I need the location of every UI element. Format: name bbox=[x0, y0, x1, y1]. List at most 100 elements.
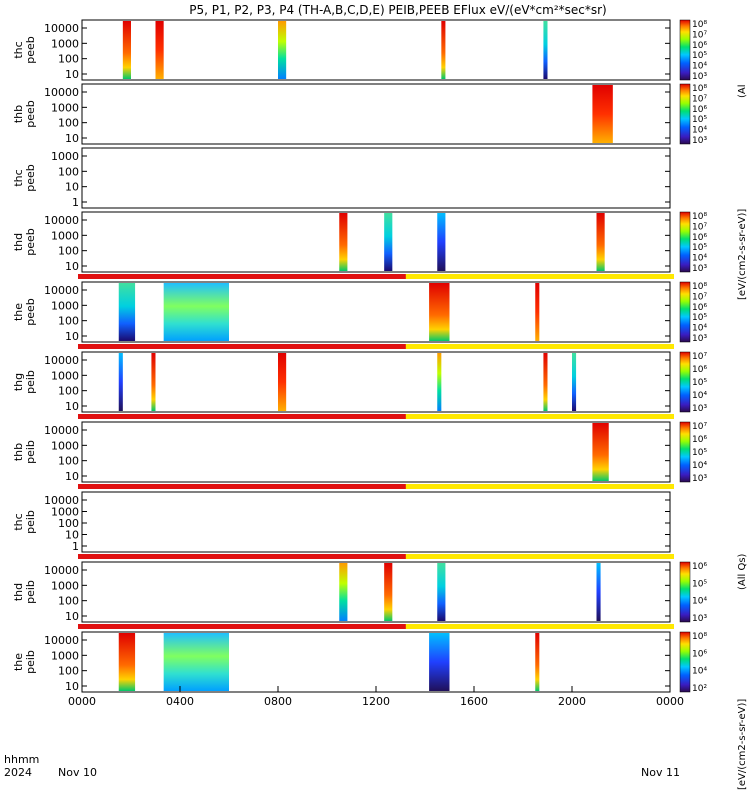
y-axis-label-product: peeb bbox=[24, 164, 37, 192]
figure-title: P5, P1, P2, P3, P4 (TH-A,B,C,D,E) PEIB,P… bbox=[189, 3, 606, 17]
unit-label-upper: [eV/(cm2-s-sr-eV)] bbox=[737, 209, 748, 300]
data-burst bbox=[118, 283, 136, 341]
colorbar-tick-label: 10⁶ bbox=[692, 365, 707, 375]
plot-frame bbox=[81, 491, 671, 553]
data-burst bbox=[384, 563, 393, 621]
colorbar-tick-label: 10³ bbox=[692, 264, 707, 274]
y-tick-label: 10000 bbox=[44, 86, 79, 99]
colorbar-tick-label: 10³ bbox=[692, 334, 707, 344]
data-burst bbox=[543, 353, 548, 411]
quality-flag-segment bbox=[78, 344, 406, 349]
y-axis-label-probe: thc bbox=[12, 169, 25, 186]
data-burst bbox=[339, 213, 348, 271]
y-axis-label-product: peib bbox=[24, 510, 37, 534]
y-tick-label: 1000 bbox=[51, 299, 79, 312]
y-tick-label: 1000 bbox=[51, 37, 79, 50]
colorbar-tick-label: 10⁸ bbox=[692, 212, 707, 222]
colorbar-tick-label: 10⁸ bbox=[692, 84, 707, 94]
colorbar-tick-label: 10⁷ bbox=[692, 222, 707, 232]
y-axis-label-product: peib bbox=[24, 580, 37, 604]
data-burst bbox=[572, 353, 577, 411]
data-burst bbox=[339, 563, 348, 621]
panel-9: 10000 1000 100 10 the peib 10² 10⁴ 10⁶ 10⁸ bbox=[12, 631, 707, 694]
y-tick-label: 10 bbox=[65, 260, 79, 273]
colorbar-tick-label: 10⁶ bbox=[692, 105, 707, 115]
y-tick-label: 10000 bbox=[44, 634, 79, 647]
y-axis-label-product: peib bbox=[24, 370, 37, 394]
y-tick-label: 10000 bbox=[44, 494, 79, 507]
data-burst bbox=[596, 563, 601, 621]
y-tick-label: 10 bbox=[65, 529, 79, 542]
plot-frame bbox=[81, 351, 671, 413]
data-burst bbox=[384, 213, 393, 271]
colorbar-tick-label: 10⁶ bbox=[692, 303, 707, 313]
colorbar bbox=[679, 631, 691, 693]
data-burst bbox=[596, 213, 605, 271]
quality-flag-segment bbox=[78, 554, 406, 559]
y-axis-label-probe: thb bbox=[12, 443, 25, 461]
colorbar bbox=[679, 421, 691, 483]
y-tick-label: 10 bbox=[65, 132, 79, 145]
data-burst bbox=[122, 21, 131, 79]
colorbar-tick-label: 10⁷ bbox=[692, 94, 707, 104]
x-tick-label: 0000 bbox=[656, 695, 684, 708]
colorbar bbox=[679, 561, 691, 623]
y-tick-label: 10000 bbox=[44, 424, 79, 437]
plot-frame bbox=[81, 561, 671, 623]
y-tick-label: 100 bbox=[58, 117, 79, 130]
y-axis-label-probe: thd bbox=[12, 583, 25, 601]
y-tick-label: 10000 bbox=[44, 214, 79, 227]
colorbar-tick-label: 10⁷ bbox=[692, 352, 707, 362]
y-tick-label: 1000 bbox=[51, 579, 79, 592]
y-axis-label-probe: thc bbox=[12, 513, 25, 530]
colorbar bbox=[679, 351, 691, 413]
colorbar-tick-label: 10⁶ bbox=[692, 435, 707, 445]
y-axis-label-probe: thd bbox=[12, 233, 25, 251]
colorbar-tick-label: 10⁴ bbox=[692, 667, 707, 677]
data-burst bbox=[163, 283, 229, 341]
y-axis-label-product: peib bbox=[24, 440, 37, 464]
unit-label-top: (Al bbox=[737, 84, 748, 98]
quality-flag-segment bbox=[78, 484, 406, 489]
y-tick-label: 10 bbox=[65, 181, 79, 194]
colorbar-tick-label: 10⁴ bbox=[692, 62, 707, 72]
y-axis-label-product: peeb bbox=[24, 100, 37, 128]
data-burst bbox=[155, 21, 164, 79]
panel-2: 1000 100 10 1 thc peeb bbox=[12, 147, 671, 209]
y-axis-label-probe: thb bbox=[12, 105, 25, 123]
y-tick-label: 10000 bbox=[44, 564, 79, 577]
x-tick-label: 2000 bbox=[558, 695, 586, 708]
y-tick-label: 1 bbox=[72, 540, 79, 553]
y-tick-label: 10000 bbox=[44, 22, 79, 35]
y-axis-label-product: peib bbox=[24, 650, 37, 674]
colorbar-tick-label: 10⁵ bbox=[692, 243, 707, 253]
colorbar-tick-label: 10³ bbox=[692, 72, 707, 82]
data-burst bbox=[151, 353, 156, 411]
colorbar-tick-label: 10⁴ bbox=[692, 324, 707, 334]
data-burst bbox=[592, 85, 613, 143]
hhmm-label: hhmm bbox=[4, 753, 39, 766]
colorbar-tick-label: 10⁴ bbox=[692, 254, 707, 264]
x-axis-footer: hhmm 2024 Nov 10 Nov 11 bbox=[4, 753, 680, 779]
y-tick-label: 100 bbox=[58, 595, 79, 608]
x-tick-label: 0400 bbox=[166, 695, 194, 708]
plot-frame bbox=[81, 147, 671, 209]
y-tick-label: 100 bbox=[58, 315, 79, 328]
colorbar-tick-label: 10⁵ bbox=[692, 313, 707, 323]
data-burst bbox=[429, 633, 450, 691]
data-burst bbox=[118, 353, 123, 411]
colorbar-unit-labels: (Al [eV/(cm2-s-sr-eV)] (All Qs) [eV/(cm2… bbox=[737, 84, 748, 790]
x-tick-label: 1600 bbox=[460, 695, 488, 708]
y-tick-label: 10 bbox=[65, 400, 79, 413]
data-burst bbox=[118, 633, 136, 691]
panel-8: 10000 1000 100 10 thd peib 10³ 10⁴ 10⁵ 10⁶ bbox=[12, 561, 707, 624]
panel-5: 10000 1000 100 10 thg peib 10³ 10⁴ 10⁵ 10⁶ 10⁷ bbox=[12, 351, 707, 414]
quality-flag-segment bbox=[78, 414, 406, 419]
y-tick-label: 10 bbox=[65, 68, 79, 81]
colorbar-tick-label: 10⁷ bbox=[692, 422, 707, 432]
y-tick-label: 1000 bbox=[51, 229, 79, 242]
